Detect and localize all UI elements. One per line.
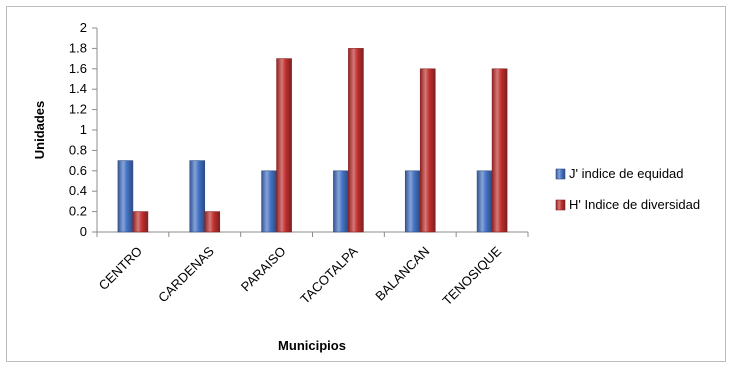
y-tick-label: 0.8: [69, 142, 87, 157]
bar-cardenas-series-0: [189, 160, 206, 233]
legend-entry-label: J' indice de equidad: [569, 166, 684, 181]
bar-tacotalpa-series-1: [348, 48, 364, 233]
bar-tacotalpa-series-0: [333, 170, 349, 233]
legend-swatch: [555, 168, 566, 180]
bar-centro-series-1: [132, 211, 149, 233]
x-tick-label: PARAISO: [238, 244, 289, 295]
y-tick-label: 1.8: [69, 40, 87, 55]
y-tick-label: 1.4: [69, 81, 87, 96]
x-tick-label: CENTRO: [96, 244, 145, 293]
y-tick-label: 1.6: [69, 61, 87, 76]
bar-cardenas-series-1: [204, 211, 221, 233]
bar-tenosique-series-1: [491, 68, 508, 233]
x-tick-label: TACOTALPA: [297, 243, 360, 306]
bar-centro-series-0: [117, 160, 134, 233]
y-tick-label: 1.2: [69, 102, 87, 117]
bar-paraiso-series-0: [261, 170, 277, 233]
x-tick-label: TENOSIQUE: [439, 243, 504, 308]
legend-entry-label: H' Indice de diversidad: [569, 197, 700, 212]
legend: J' indice de equidad H' Indice de diversi…: [555, 166, 700, 212]
bar-paraiso-series-1: [276, 58, 292, 233]
legend-swatch: [555, 199, 566, 211]
y-tick-label: 0: [80, 224, 87, 239]
bar-tenosique-series-0: [476, 170, 493, 233]
y-tick-label: 0.4: [69, 183, 87, 198]
y-tick-label: 2: [80, 20, 87, 35]
bar-balancan-series-0: [404, 170, 421, 233]
plot-area: 0 0.2 0.4 0.6 0.8 1 1.2 1.4 1.6 1.8 2 CENTRO CARDENA…: [69, 20, 529, 308]
y-tick-label: 0.2: [69, 204, 87, 219]
y-axis-title: Unidades: [32, 101, 47, 160]
x-axis-title: Municipios: [278, 338, 346, 353]
y-tick-label: 0.6: [69, 163, 87, 178]
bar-balancan-series-1: [419, 68, 436, 233]
x-tick-label: BALANCAN: [372, 244, 432, 304]
x-tick-label: CARDENAS: [155, 243, 217, 305]
y-tick-label: 1: [80, 122, 87, 137]
